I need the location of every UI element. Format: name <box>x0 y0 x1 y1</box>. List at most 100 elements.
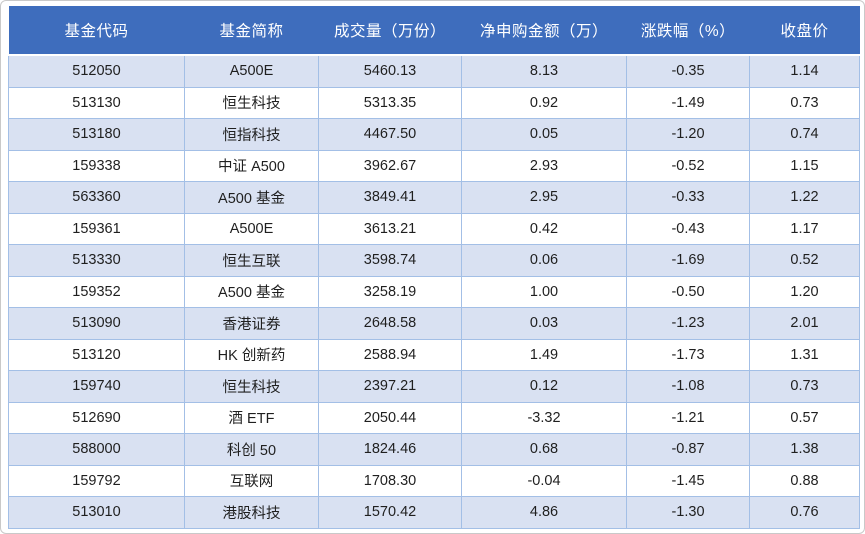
table-cell: -0.50 <box>626 275 750 308</box>
table-cell: 4.86 <box>461 496 627 529</box>
table-row: 588000 科创 50 1824.46 0.68 -0.87 1.38 <box>8 433 860 466</box>
table-cell: -0.43 <box>626 212 750 245</box>
table-cell: -1.21 <box>626 401 750 434</box>
header-close-price: 收盘价 <box>749 6 860 56</box>
table-row: 513010 港股科技 1570.42 4.86 -1.30 0.76 <box>8 496 860 529</box>
table-cell: 8.13 <box>461 54 627 88</box>
table-row: 159361 A500E 3613.21 0.42 -0.43 1.17 <box>8 212 860 245</box>
table-cell: 0.92 <box>461 86 627 119</box>
table-cell: 科创 50 <box>184 433 319 466</box>
header-row: 基金代码 基金简称 成交量（万份） 净申购金额（万） 涨跌幅（%） 收盘价 <box>8 6 860 56</box>
table-row: 513330 恒生互联 3598.74 0.06 -1.69 0.52 <box>8 244 860 277</box>
table-cell: 2397.21 <box>318 370 462 403</box>
table-row: 563360 A500 基金 3849.41 2.95 -0.33 1.22 <box>8 181 860 214</box>
table-cell: 0.06 <box>461 244 627 277</box>
header-volume: 成交量（万份） <box>318 6 462 56</box>
table-cell: 中证 A500 <box>184 149 319 182</box>
table-cell: 互联网 <box>184 464 319 497</box>
table-cell: 513010 <box>8 496 185 529</box>
table-cell: -0.52 <box>626 149 750 182</box>
table-cell: 513180 <box>8 118 185 151</box>
table-cell: 159740 <box>8 370 185 403</box>
table-cell: -1.08 <box>626 370 750 403</box>
table-cell: 0.03 <box>461 307 627 340</box>
table-header: 基金代码 基金简称 成交量（万份） 净申购金额（万） 涨跌幅（%） 收盘价 <box>8 6 860 56</box>
table-cell: 0.42 <box>461 212 627 245</box>
table-cell: 2648.58 <box>318 307 462 340</box>
table-cell: -1.45 <box>626 464 750 497</box>
table-cell: 1708.30 <box>318 464 462 497</box>
table-cell: 酒 ETF <box>184 401 319 434</box>
table-row: 159338 中证 A500 3962.67 2.93 -0.52 1.15 <box>8 149 860 182</box>
table-row: 159352 A500 基金 3258.19 1.00 -0.50 1.20 <box>8 275 860 308</box>
table-cell: -1.23 <box>626 307 750 340</box>
table-row: 513120 HK 创新药 2588.94 1.49 -1.73 1.31 <box>8 338 860 371</box>
table-cell: 512690 <box>8 401 185 434</box>
table-cell: 1.17 <box>749 212 860 245</box>
table-cell: -1.20 <box>626 118 750 151</box>
table-cell: 2.93 <box>461 149 627 182</box>
table-body: 512050 A500E 5460.13 8.13 -0.35 1.14 513130 恒生科… <box>8 54 860 529</box>
table-cell: 港股科技 <box>184 496 319 529</box>
table-cell: 0.57 <box>749 401 860 434</box>
header-change-percent: 涨跌幅（%） <box>626 6 750 56</box>
header-fund-code: 基金代码 <box>8 6 185 56</box>
table-cell: -1.73 <box>626 338 750 371</box>
table-cell: 香港证券 <box>184 307 319 340</box>
table-cell: A500 基金 <box>184 181 319 214</box>
table-cell: 恒生科技 <box>184 370 319 403</box>
header-net-subscription: 净申购金额（万） <box>461 6 627 56</box>
table-cell: 159338 <box>8 149 185 182</box>
table-cell: -3.32 <box>461 401 627 434</box>
table-cell: 1.14 <box>749 54 860 88</box>
table-cell: 159361 <box>8 212 185 245</box>
table-cell: -0.04 <box>461 464 627 497</box>
table-cell: 3613.21 <box>318 212 462 245</box>
table-cell: 1.49 <box>461 338 627 371</box>
table-cell: 159352 <box>8 275 185 308</box>
table-cell: 588000 <box>8 433 185 466</box>
table-cell: 0.74 <box>749 118 860 151</box>
table-cell: 恒生互联 <box>184 244 319 277</box>
table-cell: 0.52 <box>749 244 860 277</box>
table-cell: 1.00 <box>461 275 627 308</box>
table-cell: 1.20 <box>749 275 860 308</box>
table-cell: 513090 <box>8 307 185 340</box>
table-cell: 3849.41 <box>318 181 462 214</box>
table-cell: 2050.44 <box>318 401 462 434</box>
table-cell: -1.69 <box>626 244 750 277</box>
table-cell: 512050 <box>8 54 185 88</box>
table-cell: HK 创新药 <box>184 338 319 371</box>
table-cell: 0.88 <box>749 464 860 497</box>
table-cell: 1.31 <box>749 338 860 371</box>
table-cell: 2.01 <box>749 307 860 340</box>
table-cell: 1.15 <box>749 149 860 182</box>
table-cell: A500 基金 <box>184 275 319 308</box>
table-row: 512690 酒 ETF 2050.44 -3.32 -1.21 0.57 <box>8 401 860 434</box>
table-cell: 1824.46 <box>318 433 462 466</box>
table-cell: -0.35 <box>626 54 750 88</box>
table-cell: -0.33 <box>626 181 750 214</box>
table-cell: 513330 <box>8 244 185 277</box>
table-cell: 5313.35 <box>318 86 462 119</box>
table-cell: 3258.19 <box>318 275 462 308</box>
table-cell: 4467.50 <box>318 118 462 151</box>
table-cell: 0.68 <box>461 433 627 466</box>
table-cell: 513130 <box>8 86 185 119</box>
table-cell: 0.12 <box>461 370 627 403</box>
table-cell: 563360 <box>8 181 185 214</box>
table-row: 159792 互联网 1708.30 -0.04 -1.45 0.88 <box>8 464 860 497</box>
table-cell: 1.22 <box>749 181 860 214</box>
fund-etf-table: 基金代码 基金简称 成交量（万份） 净申购金额（万） 涨跌幅（%） 收盘价 51… <box>8 6 860 529</box>
table-row: 513180 恒指科技 4467.50 0.05 -1.20 0.74 <box>8 118 860 151</box>
table-cell: 2.95 <box>461 181 627 214</box>
table-cell: A500E <box>184 212 319 245</box>
table-cell: 513120 <box>8 338 185 371</box>
table-cell: 0.73 <box>749 370 860 403</box>
table-cell: 159792 <box>8 464 185 497</box>
table-row: 513130 恒生科技 5313.35 0.92 -1.49 0.73 <box>8 86 860 119</box>
table-cell: 5460.13 <box>318 54 462 88</box>
table-cell: 1570.42 <box>318 496 462 529</box>
table-cell: 3962.67 <box>318 149 462 182</box>
